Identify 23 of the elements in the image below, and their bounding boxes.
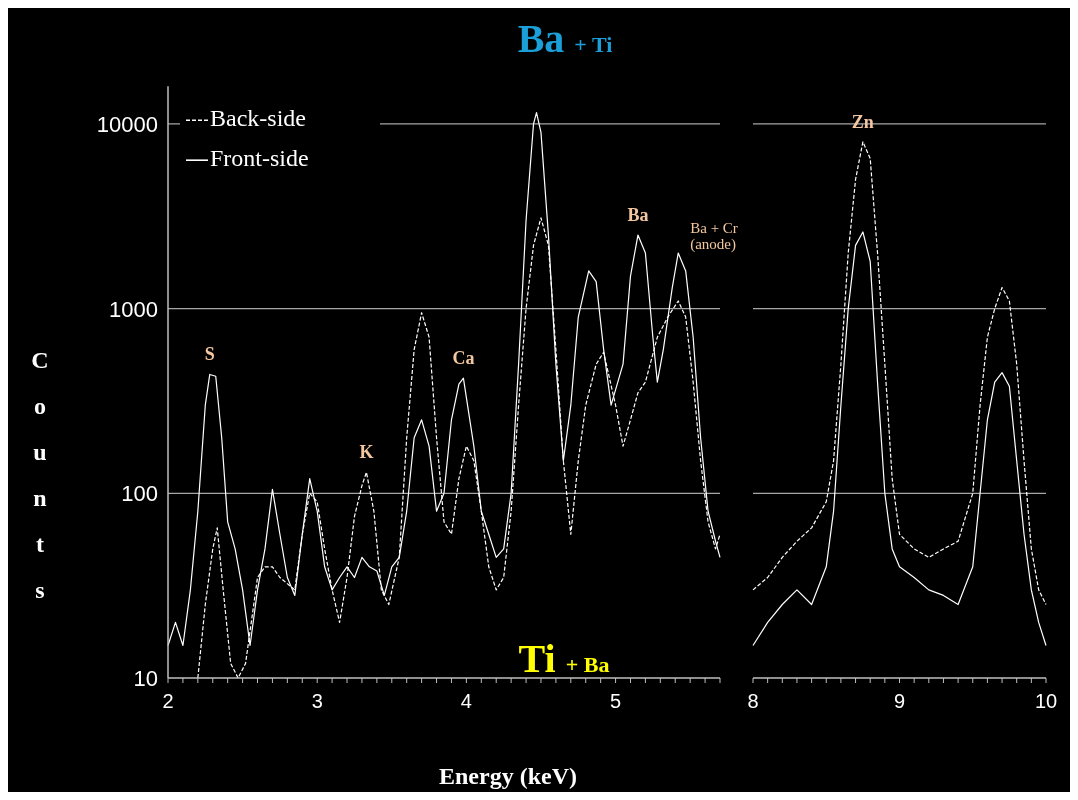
x-tick-label: 2: [162, 690, 174, 712]
y-axis-title: Counts: [31, 347, 49, 603]
y-tick-label: 10000: [96, 111, 158, 137]
annotation: S: [204, 344, 215, 365]
annotation: Ba + Cr (anode): [690, 220, 738, 253]
y-tick-label: 10: [133, 666, 158, 691]
annotation: K: [359, 442, 374, 463]
y-tick-label: 1000: [109, 296, 158, 322]
x-tick-label: 3: [311, 690, 323, 712]
annotation: Ti + Ba: [518, 636, 610, 681]
x-tick-label: 8: [747, 690, 759, 712]
x-tick-label: 4: [460, 690, 472, 712]
annotation: Ca: [452, 348, 475, 369]
legend-label: Back-side: [210, 105, 306, 132]
x-tick-label: 10: [1034, 690, 1058, 712]
y-tick-label: 100: [121, 481, 158, 507]
annotation: Zn: [851, 111, 874, 132]
annotation: Ba: [627, 205, 649, 226]
x-tick-label: 5: [610, 690, 622, 712]
x-axis-title: Energy (keV): [439, 763, 577, 789]
x-tick-label: 9: [893, 690, 906, 712]
legend-label: Front-side: [210, 145, 309, 172]
text: Ba + Ti: [517, 16, 613, 61]
